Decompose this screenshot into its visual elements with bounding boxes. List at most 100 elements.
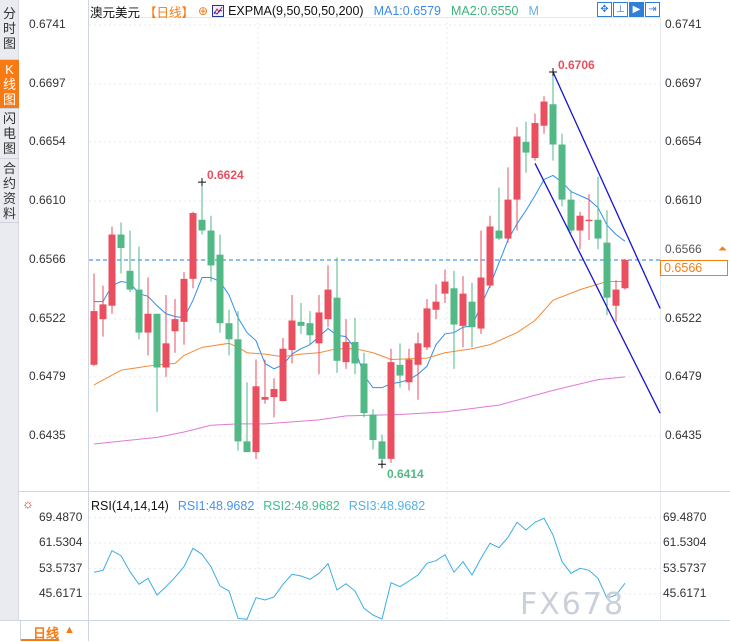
candle-up xyxy=(288,320,296,351)
candle-down xyxy=(153,313,161,368)
left-price-label: 0.6479 xyxy=(29,368,66,383)
move-icon[interactable]: ✥ xyxy=(597,2,612,17)
candle-down xyxy=(603,242,611,298)
candle-up xyxy=(585,219,593,222)
candle-up xyxy=(540,101,548,126)
candle-down xyxy=(225,323,233,340)
candle-up xyxy=(504,199,512,239)
last-price-tag: 0.6566 xyxy=(660,260,728,277)
chart-header: 澳元美元 【日线】 ⊕ EXPMA(9,50,50,50,200) MA1:0.… xyxy=(90,3,539,20)
right-rsi-label: 61.5304 xyxy=(663,535,707,550)
candle-up xyxy=(108,234,116,306)
candle-up xyxy=(405,359,413,383)
symbol-name: 澳元美元 xyxy=(90,5,141,20)
left-price-label: 0.6654 xyxy=(29,133,66,148)
expma-chart-icon[interactable] xyxy=(212,5,225,17)
period-selector[interactable]: 日线 ▲ xyxy=(20,621,89,641)
extreme-marker xyxy=(198,178,206,187)
right-price-label: 0.6435 xyxy=(665,428,702,442)
tab-contract-info[interactable]: 合约资料 xyxy=(0,159,19,223)
extreme-price-label: 0.6706 xyxy=(558,58,595,72)
right-rsi-label: 53.5737 xyxy=(663,560,707,575)
right-price-label: 0.6741 xyxy=(665,17,702,31)
candle-down xyxy=(234,339,242,442)
arrow-up-icon: ▲ xyxy=(64,624,75,636)
left-price-label: 0.6697 xyxy=(29,76,66,91)
candle-up xyxy=(423,308,431,348)
candle-down xyxy=(243,441,251,453)
candle-down xyxy=(549,104,557,145)
candle-down xyxy=(198,219,206,231)
candle-up xyxy=(414,343,422,365)
left-price-label: 0.6610 xyxy=(29,192,66,207)
candle-down xyxy=(126,270,134,290)
candle-down xyxy=(522,141,530,153)
candle-down xyxy=(396,364,404,376)
candle-up xyxy=(261,397,269,400)
right-price-label: 0.6654 xyxy=(665,133,702,148)
left-rsi-label: 69.4870 xyxy=(39,509,83,524)
candle-down xyxy=(360,363,368,414)
candle-up xyxy=(189,213,197,279)
candle-up xyxy=(477,277,485,329)
candle-up xyxy=(513,136,521,200)
indicator-name: EXPMA(9,50,50,50,200) xyxy=(228,4,364,18)
candle-up xyxy=(459,293,467,326)
play-cursor-icon[interactable]: ▶ xyxy=(629,2,644,17)
candle-up xyxy=(432,301,440,310)
candle-up xyxy=(279,348,287,402)
right-rsi-label: 45.6171 xyxy=(663,586,707,600)
rsi2-value: RSI2:48.9682 xyxy=(263,499,340,513)
rsi-header: RSI(14,14,14) RSI1:48.9682 RSI2:48.9682 … xyxy=(91,498,425,514)
candle-down xyxy=(333,297,341,361)
candle-up xyxy=(144,313,152,333)
zoom-range-icon[interactable]: ⊥ xyxy=(613,2,628,17)
candle-up xyxy=(612,289,620,306)
right-rsi-label: 69.4870 xyxy=(663,509,707,524)
right-price-label: 0.6697 xyxy=(665,76,702,91)
candle-up xyxy=(531,123,539,158)
trend-line xyxy=(534,163,661,414)
candle-down xyxy=(495,230,503,239)
period-label[interactable]: 【日线】 xyxy=(144,5,195,20)
candle-down xyxy=(306,323,314,336)
ma3-line xyxy=(93,376,626,445)
arrow-up-icon: ⏶ xyxy=(718,243,727,256)
right-price-label-current: 0.6566 xyxy=(665,242,702,257)
candle-down xyxy=(207,230,215,266)
crosshair-icon[interactable]: ⊕ xyxy=(198,4,209,18)
right-price-label: 0.6610 xyxy=(665,192,702,207)
candle-down xyxy=(135,289,143,333)
left-price-label: 0.6435 xyxy=(29,428,66,442)
right-price-label: 0.6479 xyxy=(665,368,702,383)
candle-down xyxy=(558,144,566,200)
candle-down xyxy=(351,341,359,364)
active-underline xyxy=(21,639,59,641)
tab-time-chart[interactable]: 分时图 xyxy=(0,4,19,60)
right-price-label: 0.6522 xyxy=(665,311,702,326)
left-rsi-label: 45.6171 xyxy=(39,586,83,600)
candle-down xyxy=(594,219,602,239)
period-selector-label: 日线 xyxy=(33,626,60,641)
candle-up xyxy=(324,289,332,320)
extreme-marker xyxy=(549,68,557,77)
bottom-bar: 日线 ▲ xyxy=(0,620,730,641)
candle-down xyxy=(378,441,386,459)
sun-settings-icon[interactable]: ☼ xyxy=(22,496,34,511)
ma3-value: M xyxy=(528,4,539,18)
left-rsi-label: 53.5737 xyxy=(39,560,83,575)
left-rsi-label: 61.5304 xyxy=(39,535,83,550)
candle-up xyxy=(621,260,629,289)
exit-right-icon[interactable]: ⇥ xyxy=(645,2,660,17)
tab-flash-chart[interactable]: 闪电图 xyxy=(0,109,19,159)
left-price-label: 0.6741 xyxy=(29,17,66,31)
candle-up xyxy=(576,215,584,231)
candle-up xyxy=(162,343,170,368)
candle-down xyxy=(216,254,224,324)
candle-up xyxy=(252,386,260,453)
rsi-name: RSI(14,14,14) xyxy=(91,499,169,513)
candle-up xyxy=(90,311,98,365)
